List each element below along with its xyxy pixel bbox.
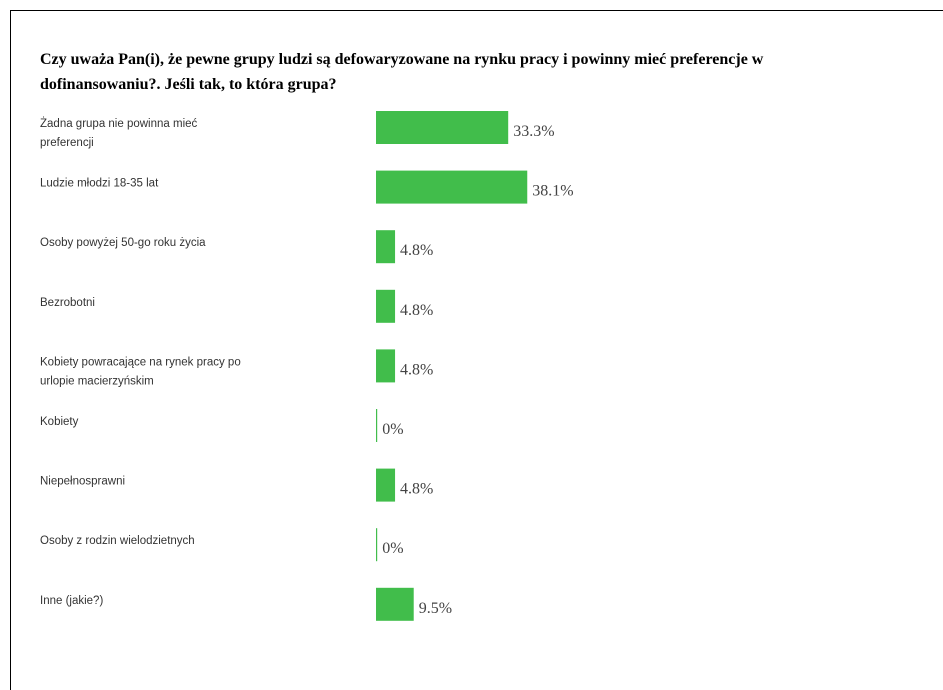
- bar: [376, 230, 396, 264]
- bar: [376, 528, 378, 562]
- category-label: Kobiety powracające na rynek pracy po url…: [40, 356, 241, 387]
- bar: [376, 289, 396, 323]
- bar: [376, 170, 528, 204]
- category-label: Niepełnosprawni: [40, 476, 125, 488]
- value-label: 0%: [382, 421, 403, 438]
- bar: [376, 468, 396, 502]
- value-label: 33.3%: [513, 123, 554, 140]
- category-label: Żadna grupa nie powinna mieć preferencji: [40, 117, 198, 149]
- category-label: Osoby powyżej 50-go roku życia: [40, 237, 206, 249]
- value-label: 4.8%: [400, 361, 433, 378]
- bar: [376, 111, 509, 144]
- bar-chart: Żadna grupa nie powinna mieć preferencji 3…: [40, 111, 574, 621]
- chart-title: Czy uważa Pan(i), że pewne grupy ludzi s…: [40, 51, 764, 93]
- chart-frame: [10, 10, 943, 690]
- value-label: 0%: [382, 540, 403, 557]
- category-label: Osoby z rodzin wielodzietnych: [40, 535, 195, 547]
- bar: [376, 409, 378, 442]
- value-label: 38.1%: [532, 183, 573, 200]
- value-label: 4.8%: [400, 481, 433, 498]
- value-label: 9.5%: [419, 600, 452, 617]
- category-label: Kobiety: [40, 416, 79, 428]
- category-label: Ludzie młodzi 18-35 lat: [40, 178, 159, 190]
- category-label: Bezrobotni: [40, 297, 95, 309]
- category-label: Inne (jakie?): [40, 595, 103, 607]
- bar: [376, 349, 396, 383]
- value-label: 4.8%: [400, 302, 433, 319]
- bar: [376, 587, 414, 621]
- value-label: 4.8%: [400, 242, 433, 259]
